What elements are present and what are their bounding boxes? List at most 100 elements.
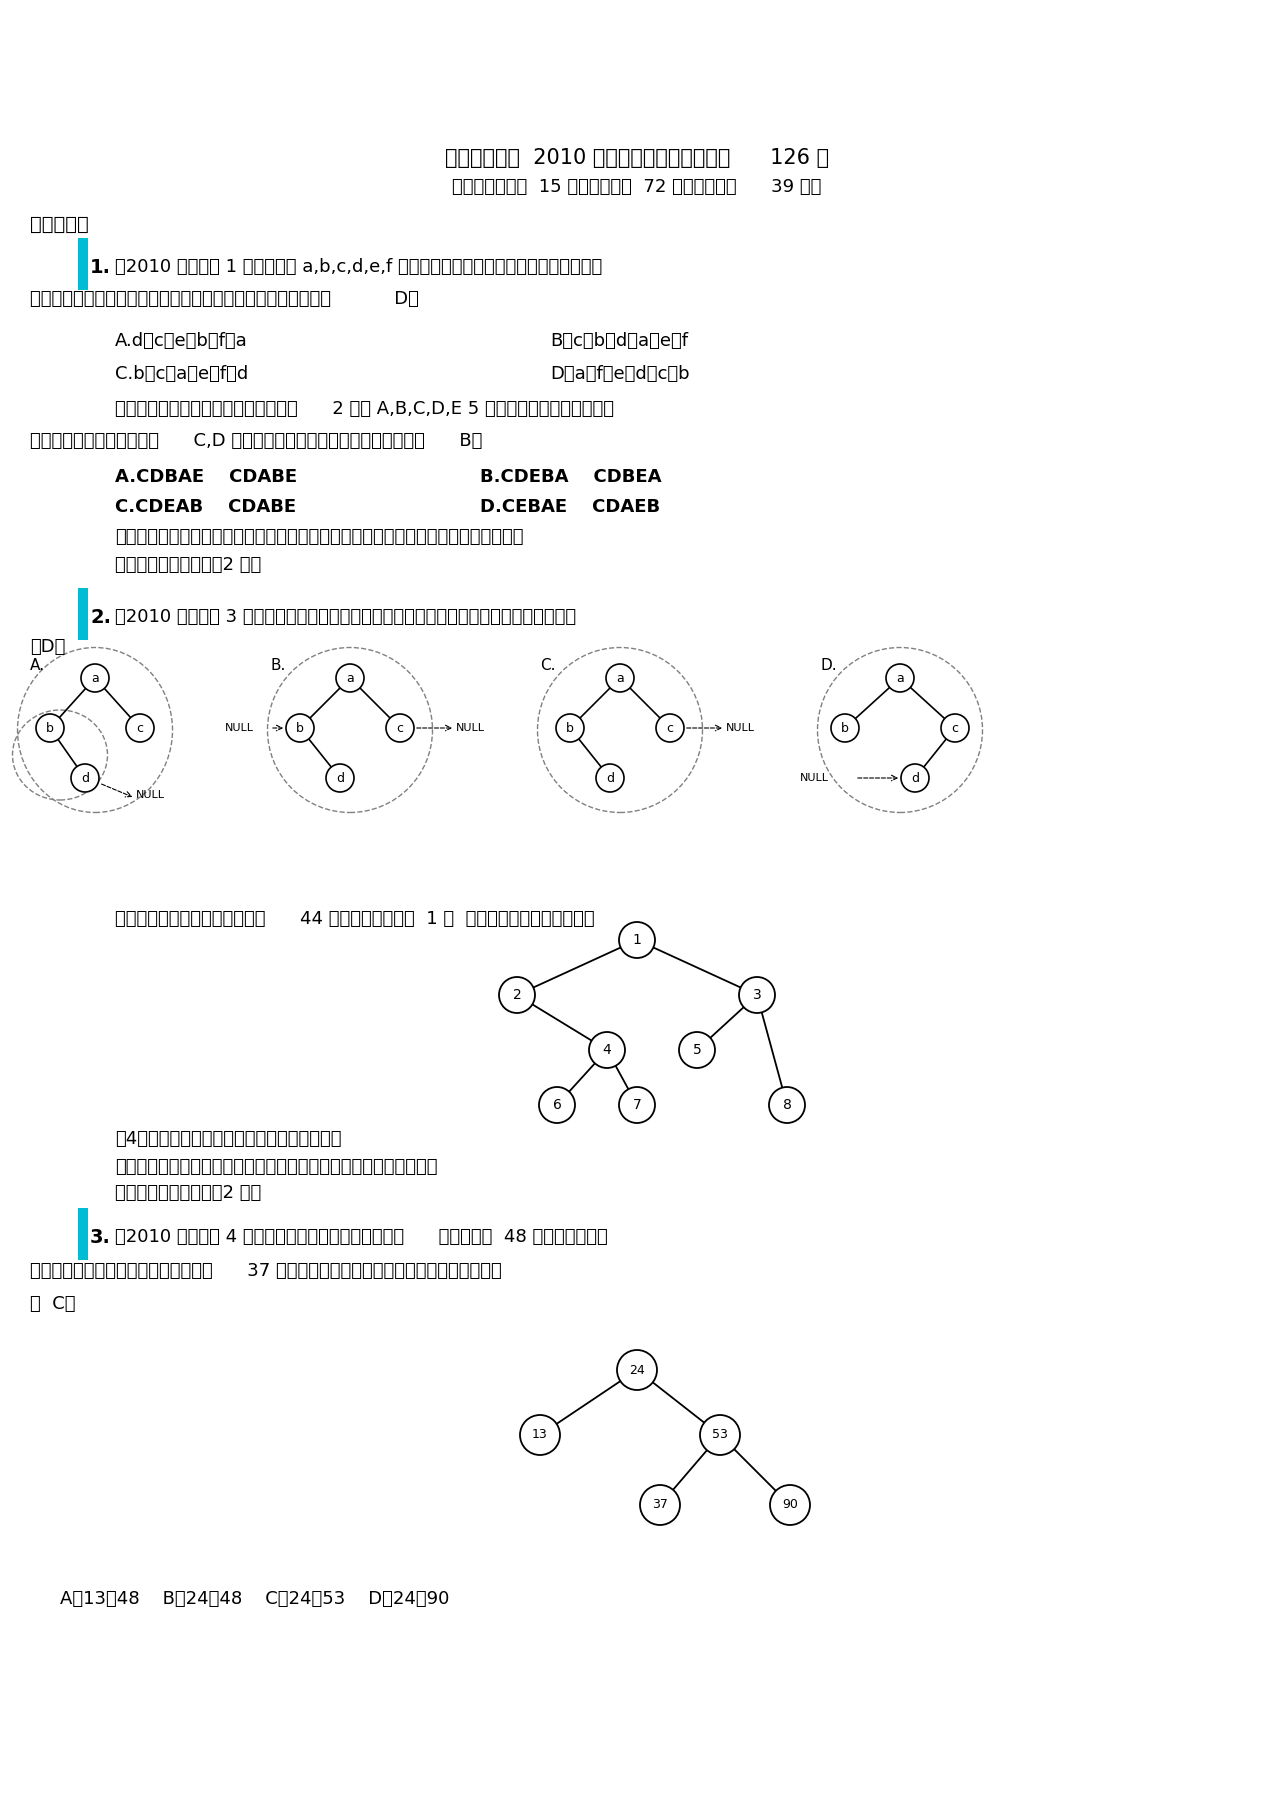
Text: 24: 24 xyxy=(629,1364,645,1376)
Circle shape xyxy=(679,1032,715,1068)
Text: B.: B. xyxy=(270,658,285,673)
Text: b: b xyxy=(46,722,54,734)
Text: d: d xyxy=(336,772,344,785)
Text: 但不允许连续三次进行退栈操作，则不可能得到的出栈序列是（           D）: 但不允许连续三次进行退栈操作，则不可能得到的出栈序列是（ D） xyxy=(31,290,419,308)
Text: B．c，b，d，a，e，f: B．c，b，d，a，e，f xyxy=(550,332,688,350)
Circle shape xyxy=(656,714,684,741)
Circle shape xyxy=(941,714,970,741)
Text: 命中类型：直接命中（2 分）: 命中类型：直接命中（2 分） xyxy=(115,556,261,574)
Text: 衡二叉树。在新平衡二叉树中，关键字      37 所在结点的左、右子结点中保存的关键字分别是: 衡二叉树。在新平衡二叉树中，关键字 37 所在结点的左、右子结点中保存的关键字分… xyxy=(31,1263,502,1281)
Text: 5: 5 xyxy=(693,1043,702,1057)
Text: b: b xyxy=(296,722,304,734)
Text: NULL: NULL xyxy=(726,723,755,732)
Circle shape xyxy=(126,714,154,741)
Text: 37: 37 xyxy=(652,1499,668,1512)
Circle shape xyxy=(326,765,354,792)
Text: 53: 53 xyxy=(712,1429,727,1441)
Text: 可能的出栈次序中，以元素      C,D 最先出栈的序列中，下列正确的一组是（      B）: 可能的出栈次序中，以元素 C,D 最先出栈的序列中，下列正确的一组是（ B） xyxy=(31,431,483,449)
Text: （4）试画出该二叉树的一棵后序线索二叉树。: （4）试画出该二叉树的一棵后序线索二叉树。 xyxy=(115,1129,341,1147)
Text: 一、选择题: 一、选择题 xyxy=(31,215,89,235)
Circle shape xyxy=(499,978,535,1014)
Text: NULL: NULL xyxy=(800,772,829,783)
Text: 90: 90 xyxy=(782,1499,798,1512)
Text: （2010 年试题第 4 题）在下图所示的平衡二叉树中，      插入关键字  48 后得到一棵新平: （2010 年试题第 4 题）在下图所示的平衡二叉树中， 插入关键字 48 后得… xyxy=(115,1229,608,1247)
Text: 命中类型：直接命中（2 分）: 命中类型：直接命中（2 分） xyxy=(115,1183,261,1201)
Text: C.: C. xyxy=(540,658,555,673)
Text: NULL: NULL xyxy=(136,790,166,799)
Text: b: b xyxy=(841,722,848,734)
Circle shape xyxy=(82,664,110,693)
Circle shape xyxy=(640,1485,680,1524)
Text: NULL: NULL xyxy=(456,723,485,732)
Text: 13: 13 xyxy=(533,1429,548,1441)
Circle shape xyxy=(769,1485,810,1524)
Text: （2010 年试题第 3 题）下列线索二叉树中（用虚线表示线索），符合后序线索树定义的是: （2010 年试题第 3 题）下列线索二叉树中（用虚线表示线索），符合后序线索树… xyxy=(115,608,576,626)
Text: A.CDBAE    CDABE: A.CDBAE CDABE xyxy=(115,467,297,485)
Text: 命中情况：均是考查对堆栈的基本操作，并且都在基本操作的基础上添加了限制条件。: 命中情况：均是考查对堆栈的基本操作，并且都在基本操作的基础上添加了限制条件。 xyxy=(115,529,524,547)
Text: c: c xyxy=(666,722,674,734)
Circle shape xyxy=(596,765,624,792)
Text: c: c xyxy=(952,722,958,734)
Text: b: b xyxy=(566,722,575,734)
Circle shape xyxy=(901,765,929,792)
Circle shape xyxy=(739,978,775,1014)
Text: D．a，f，e，d，c，b: D．a，f，e，d，c，b xyxy=(550,364,689,382)
Text: D.: D. xyxy=(820,658,837,673)
Circle shape xyxy=(36,714,64,741)
Circle shape xyxy=(606,664,634,693)
Text: D.CEBAE    CDAEB: D.CEBAE CDAEB xyxy=(480,498,660,516)
Text: 3: 3 xyxy=(753,989,762,1001)
Text: d: d xyxy=(911,772,919,785)
Text: 2: 2 xyxy=(512,989,521,1001)
Circle shape xyxy=(520,1414,561,1456)
Text: C.CDEAB    CDABE: C.CDEAB CDABE xyxy=(115,498,296,516)
Circle shape xyxy=(386,714,414,741)
Circle shape xyxy=(71,765,99,792)
Circle shape xyxy=(619,1088,655,1124)
Circle shape xyxy=(617,1349,657,1391)
Text: B.CDEBA    CDBEA: B.CDEBA CDBEA xyxy=(480,467,661,485)
Text: c: c xyxy=(136,722,144,734)
Text: （D）: （D） xyxy=(31,639,65,657)
Text: 其中：原题命中  15 分！直接命中  72 分！间接命中      39 分！: 其中：原题命中 15 分！直接命中 72 分！间接命中 39 分！ xyxy=(452,179,822,197)
Text: 1: 1 xyxy=(633,933,641,947)
Text: 命中情况：均是考查线索二叉树的概念，并且都是后序线索二叉树。: 命中情况：均是考查线索二叉树的概念，并且都是后序线索二叉树。 xyxy=(115,1158,437,1176)
Text: a: a xyxy=(896,671,903,684)
Text: c: c xyxy=(396,722,404,734)
Text: a: a xyxy=(92,671,99,684)
Text: A.: A. xyxy=(31,658,45,673)
Circle shape xyxy=(336,664,364,693)
Circle shape xyxy=(885,664,913,693)
Text: A.d，c，e，b，f，a: A.d，c，e，b，f，a xyxy=(115,332,247,350)
Text: （2010 年试题第 1 题）若元素 a,b,c,d,e,f 依次进栈，允许进栈、退栈操作交替进行，: （2010 年试题第 1 题）若元素 a,b,c,d,e,f 依次进栈，允许进栈… xyxy=(115,258,603,276)
Circle shape xyxy=(539,1088,575,1124)
Text: 翔高教育命中  2010 计算机专业基础综合试题      126 分: 翔高教育命中 2010 计算机专业基础综合试题 126 分 xyxy=(445,148,829,168)
Circle shape xyxy=(589,1032,626,1068)
Text: 8: 8 xyxy=(782,1099,791,1111)
Circle shape xyxy=(699,1414,740,1456)
Circle shape xyxy=(619,922,655,958)
Text: NULL: NULL xyxy=(225,723,254,732)
Text: 4: 4 xyxy=(603,1043,612,1057)
Circle shape xyxy=(831,714,859,741)
Text: d: d xyxy=(606,772,614,785)
Text: A．13、48    B．24、48    C．24、53    D．24、90: A．13、48 B．24、48 C．24、53 D．24、90 xyxy=(60,1589,450,1607)
Text: （翔高辅导书）《习题精编》第      44 页综合应用题题第  1 题  设一棵二叉树如下图所示：: （翔高辅导书）《习题精编》第 44 页综合应用题题第 1 题 设一棵二叉树如下图… xyxy=(115,909,595,927)
Text: （翔高辅导书）《模拟试题（十）》第      2 题有 A,B,C,D,E 5 个元素按次序入栈，在各种: （翔高辅导书）《模拟试题（十）》第 2 题有 A,B,C,D,E 5 个元素按次… xyxy=(115,400,614,419)
Circle shape xyxy=(769,1088,805,1124)
Text: 7: 7 xyxy=(633,1099,641,1111)
Text: C.b，c，a，e，f，d: C.b，c，a，e，f，d xyxy=(115,364,248,382)
Bar xyxy=(78,1209,88,1259)
Bar xyxy=(78,238,88,290)
Text: d: d xyxy=(82,772,89,785)
Text: 1.: 1. xyxy=(90,258,111,278)
Bar xyxy=(78,588,88,640)
Text: 2.: 2. xyxy=(90,608,111,628)
Text: 3.: 3. xyxy=(90,1229,111,1247)
Text: a: a xyxy=(617,671,624,684)
Text: 6: 6 xyxy=(553,1099,562,1111)
Text: a: a xyxy=(347,671,354,684)
Circle shape xyxy=(285,714,313,741)
Text: （  C）: （ C） xyxy=(31,1295,75,1313)
Circle shape xyxy=(555,714,583,741)
